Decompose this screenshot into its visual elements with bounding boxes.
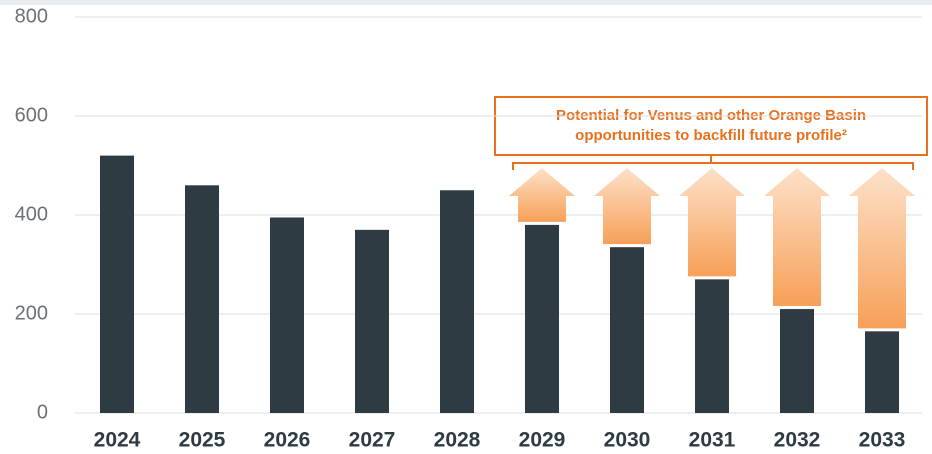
annotation-box	[494, 96, 928, 156]
y-tick-label: 0	[37, 401, 48, 423]
bar	[780, 309, 814, 413]
x-tick-label: 2029	[519, 429, 566, 452]
annotation-text: opportunities to backfill future profile…	[575, 127, 847, 144]
x-tick-label: 2026	[264, 429, 311, 452]
x-tick-label: 2025	[179, 429, 226, 452]
x-tick-label: 2030	[604, 429, 651, 452]
bar	[695, 279, 729, 413]
top-strip	[0, 0, 932, 5]
y-tick-label: 800	[15, 5, 48, 27]
arrow	[509, 168, 575, 222]
bar	[525, 224, 559, 413]
x-tick-label: 2024	[94, 429, 141, 452]
y-tick-label: 200	[15, 302, 48, 324]
arrow	[849, 168, 915, 329]
bracket	[512, 156, 914, 170]
x-tick-label: 2031	[689, 429, 736, 452]
annotation-text: Potential for Venus and other Orange Bas…	[556, 107, 866, 124]
x-tick-label: 2032	[774, 429, 821, 452]
arrow	[594, 168, 660, 245]
bar	[270, 217, 304, 413]
arrow	[764, 168, 830, 307]
arrow	[679, 168, 745, 277]
y-tick-label: 600	[15, 104, 48, 126]
bar	[865, 331, 899, 413]
bar	[100, 155, 134, 413]
bar	[355, 229, 389, 413]
x-tick-label: 2027	[349, 429, 396, 452]
bar	[440, 190, 474, 413]
bar	[610, 247, 644, 413]
bar	[185, 185, 219, 413]
x-tick-label: 2033	[859, 429, 906, 452]
y-tick-label: 400	[15, 203, 48, 225]
x-tick-label: 2028	[434, 429, 481, 452]
annotation: Potential for Venus and other Orange Bas…	[494, 96, 928, 170]
